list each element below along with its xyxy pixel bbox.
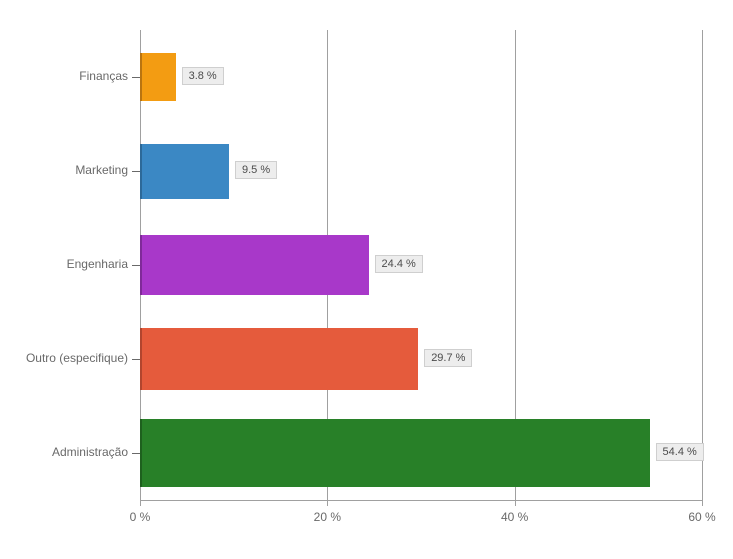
category-tick	[132, 453, 140, 454]
bar-accent	[140, 144, 142, 199]
bar	[140, 235, 369, 295]
category-label: Marketing	[2, 163, 128, 177]
bar	[140, 144, 229, 199]
x-axis-tick	[327, 500, 328, 506]
bar	[140, 328, 418, 390]
bar-accent	[140, 53, 142, 101]
category-label: Outro (especifique)	[2, 351, 128, 365]
bar-value-label: 9.5 %	[235, 161, 277, 179]
bar-row: 29.7 %	[140, 312, 702, 406]
bar-row: 3.8 %	[140, 30, 702, 124]
x-axis-tick-label: 20 %	[314, 510, 341, 524]
category-tick	[132, 265, 140, 266]
bar	[140, 419, 650, 487]
category-tick	[132, 359, 140, 360]
x-axis-tick-label: 40 %	[501, 510, 528, 524]
bar-value-label: 24.4 %	[375, 255, 423, 273]
category-label: Finanças	[2, 69, 128, 83]
x-axis-tick-label: 60 %	[688, 510, 715, 524]
bar-value-label: 3.8 %	[182, 67, 224, 85]
bar-accent	[140, 235, 142, 295]
category-tick	[132, 171, 140, 172]
plot-area: 3.8 % 9.5 % 24.4 % 29.7 % 54.4 %	[140, 30, 702, 500]
bar-value-label: 29.7 %	[424, 349, 472, 367]
x-axis-tick-label: 0 %	[130, 510, 151, 524]
bar-row: 24.4 %	[140, 218, 702, 312]
chart-container: 3.8 % 9.5 % 24.4 % 29.7 % 54.4 % Finanças Mar…	[0, 0, 733, 559]
x-axis-tick	[702, 500, 703, 506]
x-axis-tick	[515, 500, 516, 506]
category-label: Engenharia	[2, 257, 128, 271]
bar-accent	[140, 328, 142, 390]
bar-row: 54.4 %	[140, 406, 702, 500]
bar	[140, 53, 176, 101]
bar-row: 9.5 %	[140, 124, 702, 218]
x-axis-line	[140, 500, 702, 501]
category-tick	[132, 77, 140, 78]
gridline	[702, 30, 703, 500]
bar-value-label: 54.4 %	[656, 443, 704, 461]
bar-accent	[140, 419, 142, 487]
category-label: Administração	[2, 445, 128, 459]
x-axis-tick	[140, 500, 141, 506]
